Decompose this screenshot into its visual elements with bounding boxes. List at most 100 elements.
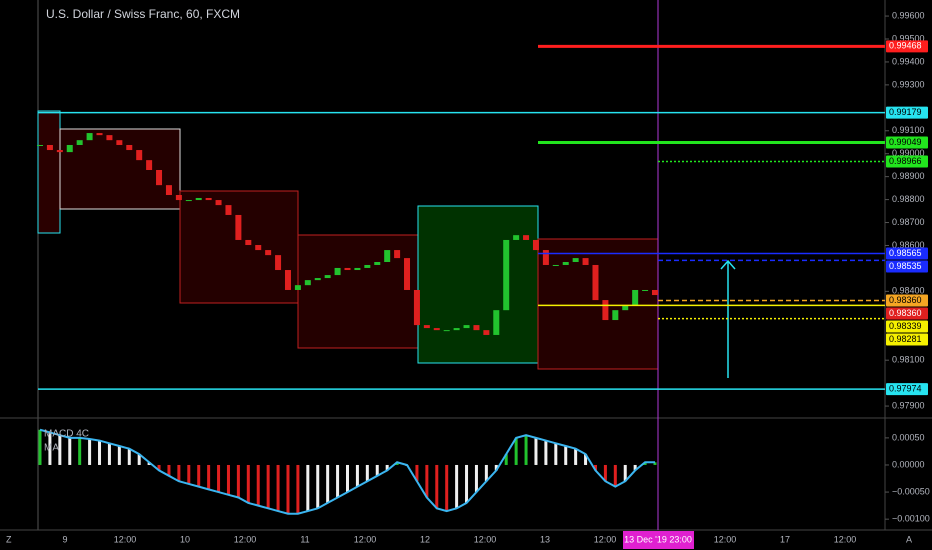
candle — [552, 264, 559, 266]
macd-bar — [633, 464, 637, 471]
price-label: 0.98339 — [889, 321, 922, 331]
price-label-box — [886, 40, 928, 53]
candle — [304, 280, 311, 286]
range-box — [179, 190, 299, 304]
macd-bar — [643, 462, 647, 465]
macd-bar — [177, 464, 181, 482]
x-tick-label: 10 — [180, 534, 190, 544]
candle — [106, 135, 113, 141]
macd-bar — [336, 464, 340, 498]
price-label-box — [886, 307, 928, 320]
price-label: 0.98966 — [889, 156, 922, 166]
candle — [612, 310, 619, 321]
candle — [404, 258, 411, 290]
candle — [76, 140, 83, 145]
y-tick-label: 0.98600 — [892, 240, 925, 250]
price-label-box — [886, 383, 928, 396]
macd-bar — [217, 464, 221, 493]
corner-button[interactable]: Z — [6, 534, 12, 544]
corner-button[interactable]: A — [906, 534, 912, 544]
range-box — [537, 238, 659, 370]
candle — [622, 305, 629, 311]
y-tick-label: 0.98100 — [892, 355, 925, 365]
price-label: 0.99179 — [889, 107, 922, 117]
candle — [473, 325, 480, 331]
candle — [344, 267, 351, 271]
macd-bar — [534, 437, 538, 465]
macd-bar — [355, 464, 359, 487]
macd-bar — [613, 464, 617, 487]
x-tick-label: 12:00 — [474, 534, 497, 544]
range-box — [417, 205, 539, 364]
macd-bar — [603, 464, 607, 482]
macd-bar — [395, 462, 399, 465]
y-tick-label: 0.98700 — [892, 217, 925, 227]
macd-bar — [236, 464, 240, 498]
macd-bar — [157, 464, 161, 471]
macd-bar — [276, 464, 280, 512]
candle — [523, 235, 530, 240]
x-tick-label: 12:00 — [234, 534, 257, 544]
candle — [56, 150, 63, 153]
price-label: 0.99468 — [889, 41, 922, 51]
y-tick-label: 0.00000 — [892, 459, 925, 469]
y-tick-label: 0.99000 — [892, 148, 925, 158]
price-label: 0.98360 — [889, 295, 922, 305]
candle — [314, 278, 321, 281]
price-label-box — [886, 155, 928, 168]
price-label-box — [886, 260, 928, 273]
candle — [185, 200, 192, 202]
candle — [37, 144, 43, 146]
macd-bar — [415, 464, 419, 482]
macd-bar — [197, 464, 201, 487]
candle — [453, 328, 460, 331]
candle — [394, 250, 401, 259]
price-label: 0.98281 — [889, 334, 922, 344]
crosshair-time-box — [623, 531, 694, 549]
candle — [324, 275, 331, 279]
arrow-head — [720, 259, 736, 270]
x-tick-label: 11 — [300, 534, 309, 544]
price-label-box — [886, 333, 928, 346]
candle — [275, 255, 282, 271]
price-label: 0.98535 — [889, 261, 922, 271]
candle — [245, 239, 252, 246]
price-label-box — [886, 247, 928, 260]
candle — [582, 258, 589, 265]
y-tick-label: 0.98800 — [892, 194, 925, 204]
macd-bar — [435, 464, 439, 509]
macd-bar — [117, 446, 121, 465]
candle — [483, 330, 490, 335]
candle — [632, 289, 639, 306]
macd-bar — [78, 437, 82, 465]
macd-bar — [246, 464, 250, 503]
macd-bar — [48, 432, 52, 465]
macd-bar — [326, 464, 330, 503]
candle — [364, 264, 371, 268]
range-box — [37, 110, 61, 234]
candle — [156, 169, 163, 186]
candle — [413, 289, 420, 326]
candle — [443, 330, 450, 332]
macd-bar — [524, 435, 528, 465]
y-tick-label: 0.99500 — [892, 33, 925, 43]
macd-bar — [623, 464, 627, 482]
candle — [334, 267, 341, 276]
candle — [562, 261, 569, 265]
candle — [46, 144, 53, 151]
candle — [116, 140, 123, 145]
macd-bar — [593, 464, 597, 471]
macd-bar — [266, 464, 270, 509]
y-tick-label: 0.99400 — [892, 56, 925, 66]
candle — [175, 195, 182, 201]
macd-bar — [256, 464, 260, 506]
macd-bar — [465, 464, 469, 503]
macd-bar — [584, 454, 588, 465]
macd-bar — [58, 435, 62, 465]
candle — [602, 300, 609, 321]
indicator-label: MA — [44, 443, 59, 454]
candle — [592, 264, 599, 301]
candle — [503, 239, 510, 311]
